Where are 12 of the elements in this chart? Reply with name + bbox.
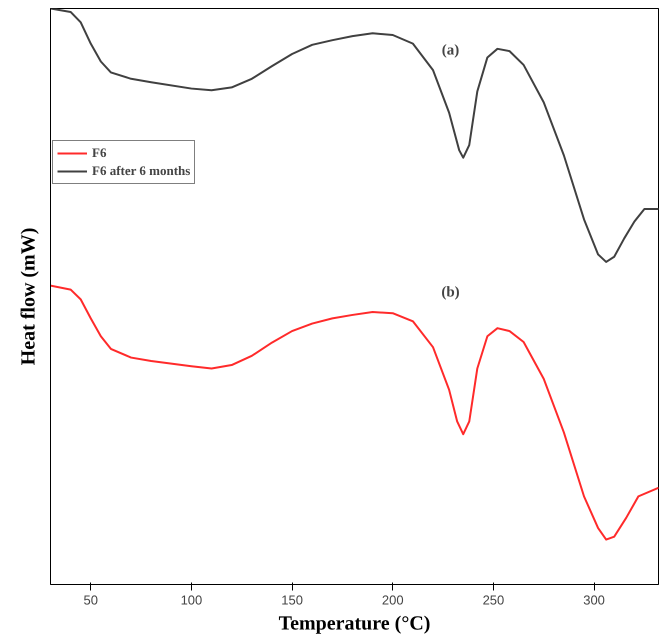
x-tick-label: 250 <box>482 592 504 608</box>
x-tick-label: 200 <box>382 592 404 608</box>
annotation: (a) <box>442 42 460 58</box>
annotation: (b) <box>441 284 460 300</box>
x-tick-label: 50 <box>84 592 98 608</box>
x-tick-label: 100 <box>180 592 202 608</box>
legend-label: F6 <box>92 145 108 161</box>
legend-label: F6 after 6 months <box>92 163 190 179</box>
y-axis-title: Heat flow (mW) <box>18 228 40 366</box>
x-tick-label: 150 <box>281 592 303 608</box>
x-tick-label: 300 <box>583 592 605 608</box>
x-axis-title: Temperature (°C) <box>278 612 430 634</box>
